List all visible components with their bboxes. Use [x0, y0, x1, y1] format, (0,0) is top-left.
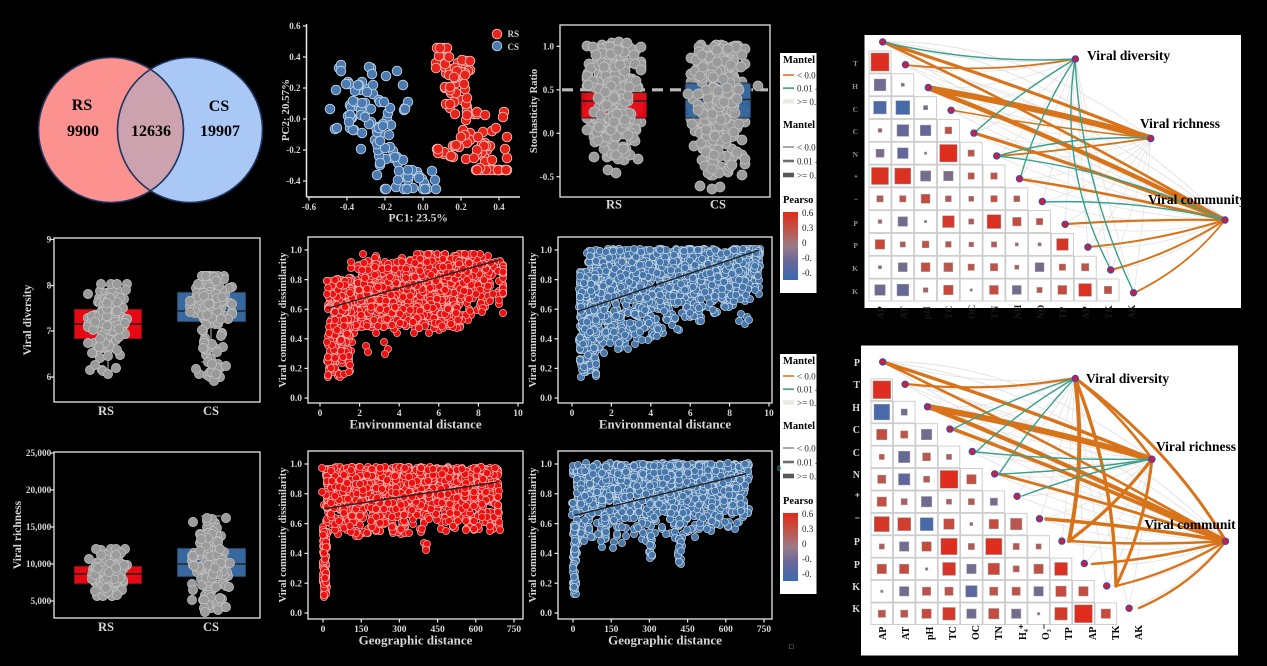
svg-text:0.6: 0.6 [290, 305, 302, 315]
svg-text:0.8: 0.8 [540, 276, 552, 286]
svg-text:0.6: 0.6 [289, 21, 301, 31]
svg-text:0.4: 0.4 [493, 202, 505, 212]
svg-text:-0.4: -0.4 [286, 176, 301, 186]
svg-text:10: 10 [513, 409, 523, 419]
svg-text:6: 6 [47, 372, 52, 382]
svg-text:9: 9 [47, 235, 52, 245]
svg-text:0.8: 0.8 [290, 276, 302, 286]
svg-text:0.4: 0.4 [289, 52, 301, 62]
svg-text:0.0: 0.0 [540, 394, 552, 404]
svg-text:PC1: 23.5%: PC1: 23.5% [388, 213, 447, 225]
svg-text:0.0: 0.0 [543, 129, 555, 139]
svg-text:Viral community dissimilarity: Viral community dissimilarity [528, 252, 539, 388]
svg-text:0.0: 0.0 [290, 394, 302, 404]
svg-text:0.0: 0.0 [417, 202, 429, 212]
svg-text:RS: RS [98, 404, 114, 418]
svg-text:0: 0 [318, 409, 323, 419]
svg-text:CS: CS [710, 198, 726, 212]
svg-text:0.2: 0.2 [540, 365, 552, 375]
svg-text:RS: RS [98, 620, 114, 634]
svg-text:Stochasticity Ratio: Stochasticity Ratio [529, 69, 540, 153]
svg-text:-0.4: -0.4 [340, 202, 355, 212]
svg-text:0.2: 0.2 [455, 202, 467, 212]
svg-text:Viral richness: Viral richness [12, 500, 24, 569]
svg-text:10,000: 10,000 [26, 559, 52, 569]
svg-text:0: 0 [570, 409, 575, 419]
svg-text:RS: RS [72, 97, 93, 114]
svg-text:CS: CS [203, 620, 219, 634]
svg-text:-0.5: -0.5 [540, 172, 555, 182]
svg-text:10: 10 [764, 409, 774, 419]
svg-text:5,000: 5,000 [31, 596, 52, 606]
svg-text:0.4: 0.4 [540, 335, 552, 345]
svg-text:PC2: 20.57%: PC2: 20.57% [280, 79, 292, 141]
svg-text:Viral diversity: Viral diversity [22, 284, 34, 355]
svg-text:8: 8 [47, 281, 52, 291]
svg-text:20,000: 20,000 [26, 485, 52, 495]
svg-text:12636: 12636 [131, 123, 171, 140]
svg-text:-0.2: -0.2 [286, 145, 301, 155]
svg-text:CS: CS [203, 404, 219, 418]
svg-text:25,000: 25,000 [26, 448, 52, 458]
svg-text:9900: 9900 [67, 123, 99, 140]
svg-text:Environmental distance: Environmental distance [349, 417, 482, 432]
svg-text:0.4: 0.4 [290, 335, 302, 345]
svg-text:Viral community dissimilarity: Viral community dissimilarity [278, 252, 289, 388]
svg-text:0.6: 0.6 [540, 305, 552, 315]
svg-text:-0.6: -0.6 [302, 202, 317, 212]
svg-text:15,000: 15,000 [26, 522, 52, 532]
svg-text:7: 7 [47, 326, 52, 336]
svg-text:CS: CS [209, 98, 230, 115]
svg-text:1.0: 1.0 [540, 246, 552, 256]
svg-text:Environmental distance: Environmental distance [599, 417, 732, 432]
svg-text:19907: 19907 [200, 123, 240, 140]
svg-text:CS: CS [508, 42, 520, 52]
svg-text:1.0: 1.0 [543, 42, 555, 52]
svg-text:RS: RS [606, 198, 622, 212]
svg-text:1.0: 1.0 [290, 246, 302, 256]
svg-text:RS: RS [508, 29, 520, 39]
svg-text:0.5: 0.5 [543, 85, 555, 95]
svg-text:0.2: 0.2 [290, 365, 302, 375]
svg-text:-0.2: -0.2 [378, 202, 393, 212]
